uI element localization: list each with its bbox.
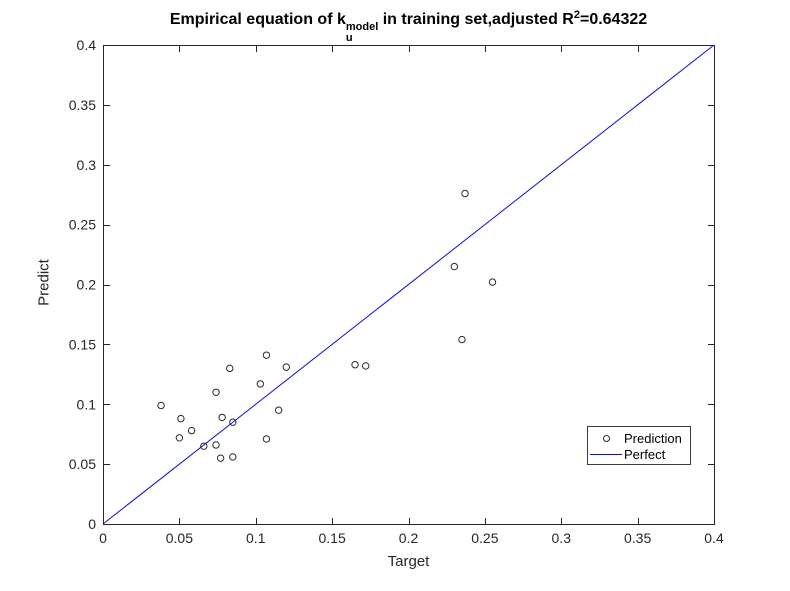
x-tick-label: 0.4 bbox=[704, 530, 724, 546]
perfect-line bbox=[102, 44, 715, 525]
title-suffix: =0.64322 bbox=[579, 11, 648, 28]
legend-entry-prediction: Prediction bbox=[588, 430, 690, 446]
legend-label-perfect: Perfect bbox=[624, 446, 666, 462]
data-point bbox=[226, 364, 234, 373]
legend-marker-zone bbox=[588, 434, 624, 442]
legend-label-prediction: Prediction bbox=[624, 430, 682, 446]
y-tick-label: 0.25 bbox=[69, 217, 96, 233]
x-tick-label: 0 bbox=[99, 530, 107, 546]
data-point bbox=[488, 278, 497, 286]
x-tick-label: 0.35 bbox=[624, 530, 651, 546]
y-tick-label: 0.35 bbox=[69, 97, 96, 113]
data-point bbox=[216, 454, 225, 462]
data-point bbox=[218, 413, 226, 422]
data-point bbox=[262, 351, 271, 359]
prediction-marker-icon bbox=[602, 434, 610, 442]
data-point bbox=[212, 441, 220, 449]
title-k-superscript: model bbox=[345, 21, 379, 33]
y-tick-label: 0.1 bbox=[77, 396, 97, 412]
data-point bbox=[274, 406, 283, 414]
data-point bbox=[212, 388, 220, 396]
y-tick-label: 0.05 bbox=[69, 456, 96, 472]
data-point bbox=[200, 442, 208, 450]
data-point bbox=[262, 435, 271, 443]
title-k-subscript: u bbox=[345, 32, 353, 44]
y-tick-label: 0 bbox=[88, 516, 96, 532]
legend-entry-perfect: Perfect bbox=[588, 446, 690, 462]
data-point bbox=[458, 335, 466, 344]
data-point bbox=[229, 453, 237, 461]
data-point bbox=[351, 361, 359, 369]
chart-title: Empirical equation of k model u in trainin… bbox=[103, 9, 714, 44]
data-point bbox=[177, 414, 185, 423]
y-tick-label: 0.3 bbox=[77, 157, 97, 173]
data-point bbox=[187, 426, 196, 435]
x-axis-label: Target bbox=[387, 553, 430, 570]
title-middle: in training set,adjusted R bbox=[378, 11, 574, 28]
data-point bbox=[450, 262, 459, 271]
y-tick-label: 0.2 bbox=[77, 277, 97, 293]
data-point bbox=[282, 363, 290, 371]
title-k-subsuperscript: model u bbox=[346, 22, 378, 44]
data-point bbox=[229, 418, 237, 426]
x-tick-label: 0.05 bbox=[166, 530, 193, 546]
title-prefix: Empirical equation of k bbox=[169, 11, 346, 28]
legend[interactable]: Prediction Perfect bbox=[587, 426, 691, 465]
y-tick-label: 0.15 bbox=[69, 336, 96, 352]
perfect-line-icon bbox=[590, 453, 622, 455]
title-r-exponent: 2 bbox=[573, 9, 580, 21]
data-point bbox=[157, 401, 165, 410]
data-point bbox=[362, 362, 370, 370]
legend-marker-zone bbox=[588, 453, 624, 455]
y-axis-label: Predict bbox=[35, 259, 53, 306]
data-point bbox=[461, 189, 469, 198]
x-tick-label: 0.2 bbox=[399, 530, 419, 546]
x-tick-label: 0.25 bbox=[471, 530, 498, 546]
x-tick-label: 0.1 bbox=[246, 530, 266, 546]
data-point bbox=[175, 434, 184, 442]
x-tick-label: 0.15 bbox=[319, 530, 346, 546]
data-point bbox=[256, 380, 265, 388]
x-tick-label: 0.3 bbox=[552, 530, 572, 546]
y-tick-label: 0.4 bbox=[77, 37, 97, 53]
